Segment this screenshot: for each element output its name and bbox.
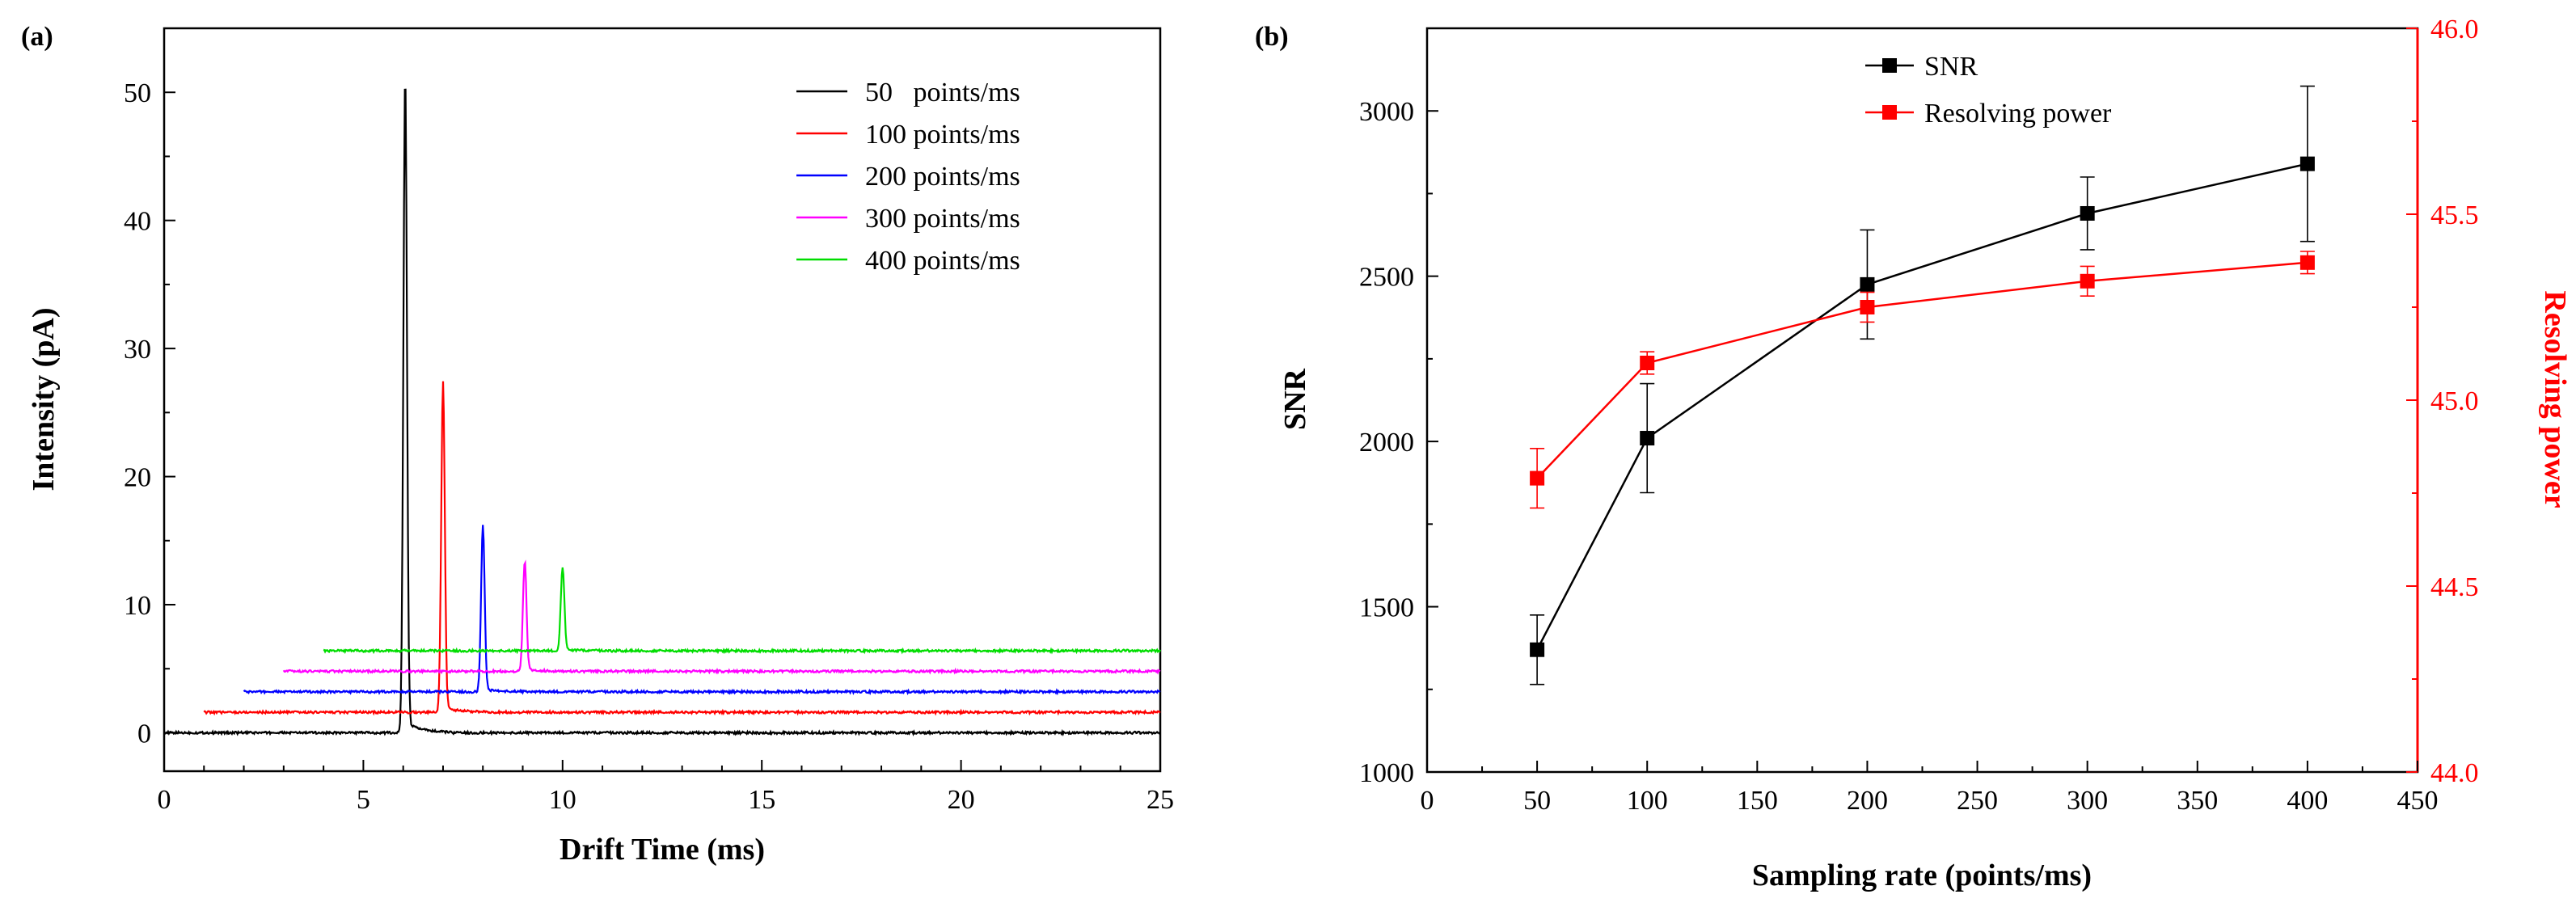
data-point: [2299, 156, 2315, 171]
x-tick-label: 350: [2177, 786, 2218, 816]
y2-tick-label: 44.0: [2430, 758, 2479, 788]
data-point: [2299, 255, 2315, 270]
panel-a-y-axis-title: Intensity (pA): [27, 308, 61, 491]
legend-label-3: 200 points/ms: [865, 162, 1020, 192]
y-tick-label: 30: [124, 335, 151, 365]
y-tick-label: 40: [124, 207, 151, 237]
legend-label-5: 400 points/ms: [865, 246, 1020, 276]
data-point: [1640, 356, 1655, 370]
data-point: [1530, 642, 1545, 657]
y2-tick-label: 44.5: [2430, 572, 2479, 602]
x-tick-label: 20: [948, 785, 975, 815]
panel-a: (a) 0 5 10 15 20 25 0 10 20 30 40 50 50 points/ms 10…: [21, 22, 1174, 867]
y-tick-label: 10: [124, 591, 151, 621]
data-point: [2080, 205, 2095, 221]
data-point: [2080, 273, 2095, 289]
y2-tick-label: 45.0: [2430, 386, 2479, 416]
data-point: [1860, 276, 1875, 292]
panel-b-frame: [1425, 27, 2419, 774]
panel-b: (b) 0 50 100 150 200 250 300 350 400 450 1000 1500 2…: [1255, 15, 2572, 892]
panel-b-legend: SNR Resolving power: [1865, 52, 2112, 129]
x-tick-label: 0: [158, 785, 171, 815]
panel-a-x-axis-title: Drift Time (ms): [560, 833, 765, 867]
series-line-2: [1536, 261, 2308, 479]
y2-tick-label: 45.5: [2430, 200, 2479, 230]
y-tick-label: 1500: [1359, 593, 1414, 623]
data-point: [1640, 431, 1655, 446]
panel-b-axes: 0 50 100 150 200 250 300 350 400 450 1000 1500 2000 2…: [1359, 15, 2479, 816]
x-tick-label: 50: [1523, 786, 1551, 816]
legend-label-1: SNR: [1924, 52, 1978, 82]
series-line-1: [1535, 162, 2308, 651]
legend-label-1: 50 points/ms: [865, 78, 1020, 108]
legend-marker-2: [1882, 105, 1897, 120]
trace-5: [323, 567, 1161, 655]
x-tick-label: 10: [549, 785, 576, 815]
legend-label-2: 100 points/ms: [865, 120, 1020, 150]
panel-a-plot-area: [163, 88, 1161, 737]
x-tick-label: 300: [2067, 786, 2108, 816]
panel-a-axes: 0 5 10 15 20 25 0 10 20 30 40 50: [124, 78, 1174, 815]
panel-b-y-axis-title: SNR: [1278, 368, 1312, 430]
panel-b-label: (b): [1255, 22, 1289, 52]
y-tick-label: 20: [124, 463, 151, 493]
y2-tick-label: 46.0: [2430, 15, 2479, 44]
x-tick-label: 25: [1147, 785, 1174, 815]
x-tick-label: 450: [2397, 786, 2439, 816]
x-tick-label: 100: [1627, 786, 1668, 816]
x-tick-label: 0: [1421, 786, 1434, 816]
panel-b-x-axis-title: Sampling rate (points/ms): [1752, 858, 2092, 892]
y-tick-label: 2500: [1359, 263, 1414, 293]
x-tick-label: 200: [1847, 786, 1888, 816]
panel-a-legend: 50 points/ms 100 points/ms 200 points/ms 30…: [796, 78, 1020, 276]
trace-3: [243, 525, 1161, 696]
y-tick-label: 3000: [1359, 97, 1414, 127]
panel-a-frame: [163, 27, 1162, 773]
trace-1: [163, 88, 1161, 737]
x-tick-label: 400: [2287, 786, 2328, 816]
x-tick-label: 5: [357, 785, 370, 815]
x-tick-label: 150: [1737, 786, 1778, 816]
panel-b-plot-area: [1530, 85, 2315, 686]
panel-b-y2-axis-title: Resolving power: [2538, 290, 2572, 508]
y-tick-label: 1000: [1359, 758, 1414, 788]
legend-label-2: Resolving power: [1924, 99, 2112, 129]
trace-4: [282, 559, 1161, 675]
trace-2: [203, 381, 1161, 716]
panel-a-label: (a): [21, 22, 53, 52]
y-tick-label: 50: [124, 78, 151, 108]
x-tick-label: 250: [1957, 786, 1998, 816]
legend-label-4: 300 points/ms: [865, 204, 1020, 234]
data-point: [1860, 300, 1875, 314]
x-tick-label: 15: [748, 785, 775, 815]
legend-marker-1: [1882, 58, 1897, 73]
data-point: [1530, 470, 1545, 486]
y-tick-label: 2000: [1359, 428, 1414, 458]
y-tick-label: 0: [137, 719, 151, 749]
